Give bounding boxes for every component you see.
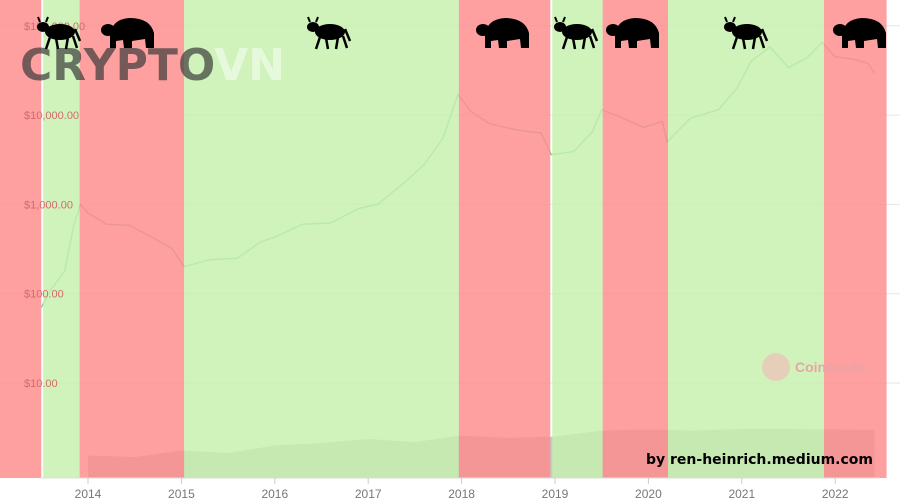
- bull-body: [562, 24, 592, 40]
- coingecko-logo: CoinGecko: [795, 359, 869, 375]
- x-tick-label: 2020: [635, 487, 662, 501]
- bull-market-band: [184, 0, 459, 478]
- bear-head: [476, 24, 490, 36]
- bull-horns: [307, 16, 319, 23]
- x-tick-label: 2016: [261, 487, 288, 501]
- y-tick-label: $1,000.00: [24, 199, 73, 211]
- x-tick-label: 2015: [168, 487, 195, 501]
- bull-head: [554, 22, 566, 32]
- bull-icon: [307, 16, 352, 50]
- bull-legs: [561, 28, 599, 50]
- x-tick-label: 2014: [75, 487, 102, 501]
- bull-legs: [44, 28, 82, 50]
- bear-head: [833, 24, 847, 36]
- x-tick-label: 2017: [355, 487, 382, 501]
- bear-icon: [476, 18, 529, 48]
- x-tick-label: 2022: [822, 487, 849, 501]
- watermark-logo: CRYPTOVN: [20, 40, 285, 91]
- bear-market-band: [823, 0, 887, 478]
- bull-legs: [314, 28, 352, 50]
- y-tick-label: $10.00: [24, 378, 58, 390]
- bull-market-band: [552, 0, 603, 478]
- bear-market-band: [458, 0, 551, 478]
- bull-icon: [554, 16, 599, 50]
- bear-body: [110, 18, 154, 48]
- bull-body: [732, 24, 762, 40]
- bull-horns: [37, 16, 49, 23]
- credit-text: by ren-heinrich.medium.com: [646, 452, 873, 468]
- bull-market-band: [668, 0, 824, 478]
- bull-body: [45, 24, 75, 40]
- x-tick-label: 2021: [728, 487, 755, 501]
- bear-head: [101, 24, 115, 36]
- y-tick-label: $100.00: [24, 289, 64, 301]
- bull-icon: [37, 16, 82, 50]
- x-tick-label: 2019: [542, 487, 569, 501]
- bear-icon: [606, 18, 659, 48]
- bull-head: [724, 22, 736, 32]
- bear-market-band: [0, 0, 42, 478]
- bull-legs: [731, 28, 769, 50]
- bear-market-band: [79, 0, 185, 478]
- y-tick-label: $10,000.00: [24, 110, 79, 122]
- bear-body: [615, 18, 659, 48]
- bear-body: [485, 18, 529, 48]
- bull-head: [307, 22, 319, 32]
- bull-horns: [554, 16, 566, 23]
- coingecko-logo-icon: [762, 353, 790, 381]
- bear-market-band: [602, 0, 669, 478]
- bull-horns: [724, 16, 736, 23]
- bear-head: [606, 24, 620, 36]
- x-tick-label: 2018: [448, 487, 475, 501]
- bear-body: [842, 18, 886, 48]
- bull-icon: [724, 16, 769, 50]
- bear-icon: [833, 18, 886, 48]
- bull-head: [37, 22, 49, 32]
- bear-icon: [101, 18, 154, 48]
- bull-body: [315, 24, 345, 40]
- bull-market-band: [43, 0, 80, 478]
